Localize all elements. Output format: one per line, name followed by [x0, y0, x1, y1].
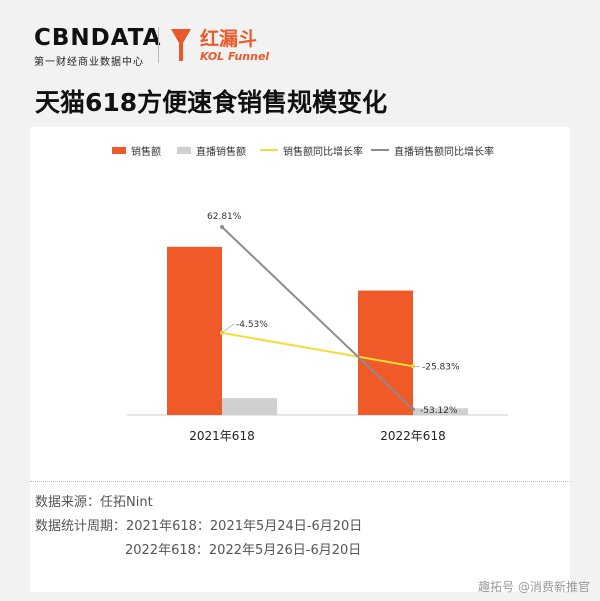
page-title: 天猫618方便速食销售规模变化 — [35, 88, 388, 117]
kol-subtitle: KOL Funnel — [200, 50, 270, 63]
corner-watermark: 趣拓号 @消费新推官 — [478, 580, 590, 594]
legend-item-live-yoy: 直播销售额同比增长率 — [371, 142, 494, 158]
point-live-yoy-1 — [411, 407, 415, 412]
legend-item-sales-yoy: 销售额同比增长率 — [260, 142, 363, 158]
header: CBNDATA 第一财经商业数据中心 红漏斗 KOL Funnel — [0, 0, 600, 75]
period-note-2021: 数据统计周期：2021年618：2021年5月24日-6月20日 — [35, 519, 363, 534]
data-label-live-yoy-0: 62.81% — [207, 212, 242, 222]
legend-swatch-live-sales — [177, 146, 191, 154]
legend-item-sales: 销售额 — [112, 142, 161, 158]
cbndata-logo: CBNDATA — [34, 25, 162, 51]
legend-item-live-sales: 直播销售额 — [177, 142, 246, 158]
chart-legend: 销售额 直播销售额 销售额同比增长率 直播销售额同比增长率 — [0, 142, 600, 158]
line-live-yoy — [221, 226, 414, 410]
legend-label-live-yoy: 直播销售额同比增长率 — [394, 146, 494, 158]
legend-label-live-sales: 直播销售额 — [196, 146, 246, 158]
point-live-yoy-0 — [220, 225, 224, 230]
data-label-live-yoy-1: -53.12% — [420, 406, 458, 416]
bar-live-sales-1 — [413, 408, 468, 415]
line-sales-yoy — [221, 331, 414, 368]
data-label-sales-yoy-1: -25.83% — [422, 362, 460, 372]
footer-divider — [30, 481, 570, 482]
data-label-sales-yoy-0: -4.53% — [236, 320, 268, 330]
legend-swatch-sales — [112, 146, 126, 154]
period-note-2022: 2022年618：2022年5月26日-6月20日 — [125, 543, 362, 558]
kol-title: 红漏斗 — [200, 28, 258, 50]
funnel-icon — [171, 29, 191, 61]
logo-divider — [158, 27, 159, 63]
chart-card — [30, 127, 570, 592]
bar-live-sales-0 — [222, 398, 277, 415]
legend-swatch-live-yoy — [371, 149, 389, 151]
x-tick-label-1: 2022年618 — [380, 429, 445, 443]
cbndata-subtitle: 第一财经商业数据中心 — [34, 57, 144, 68]
bar-sales-1 — [358, 290, 413, 415]
legend-label-sales: 销售额 — [131, 146, 161, 158]
leader-sales-yoy-0 — [221, 323, 235, 334]
legend-swatch-sales-yoy — [260, 149, 278, 151]
source-note: 数据来源：任拓Nint — [35, 495, 153, 510]
bar-sales-0 — [167, 246, 222, 415]
legend-label-sales-yoy: 销售额同比增长率 — [283, 146, 363, 158]
x-tick-label-0: 2021年618 — [189, 429, 254, 443]
